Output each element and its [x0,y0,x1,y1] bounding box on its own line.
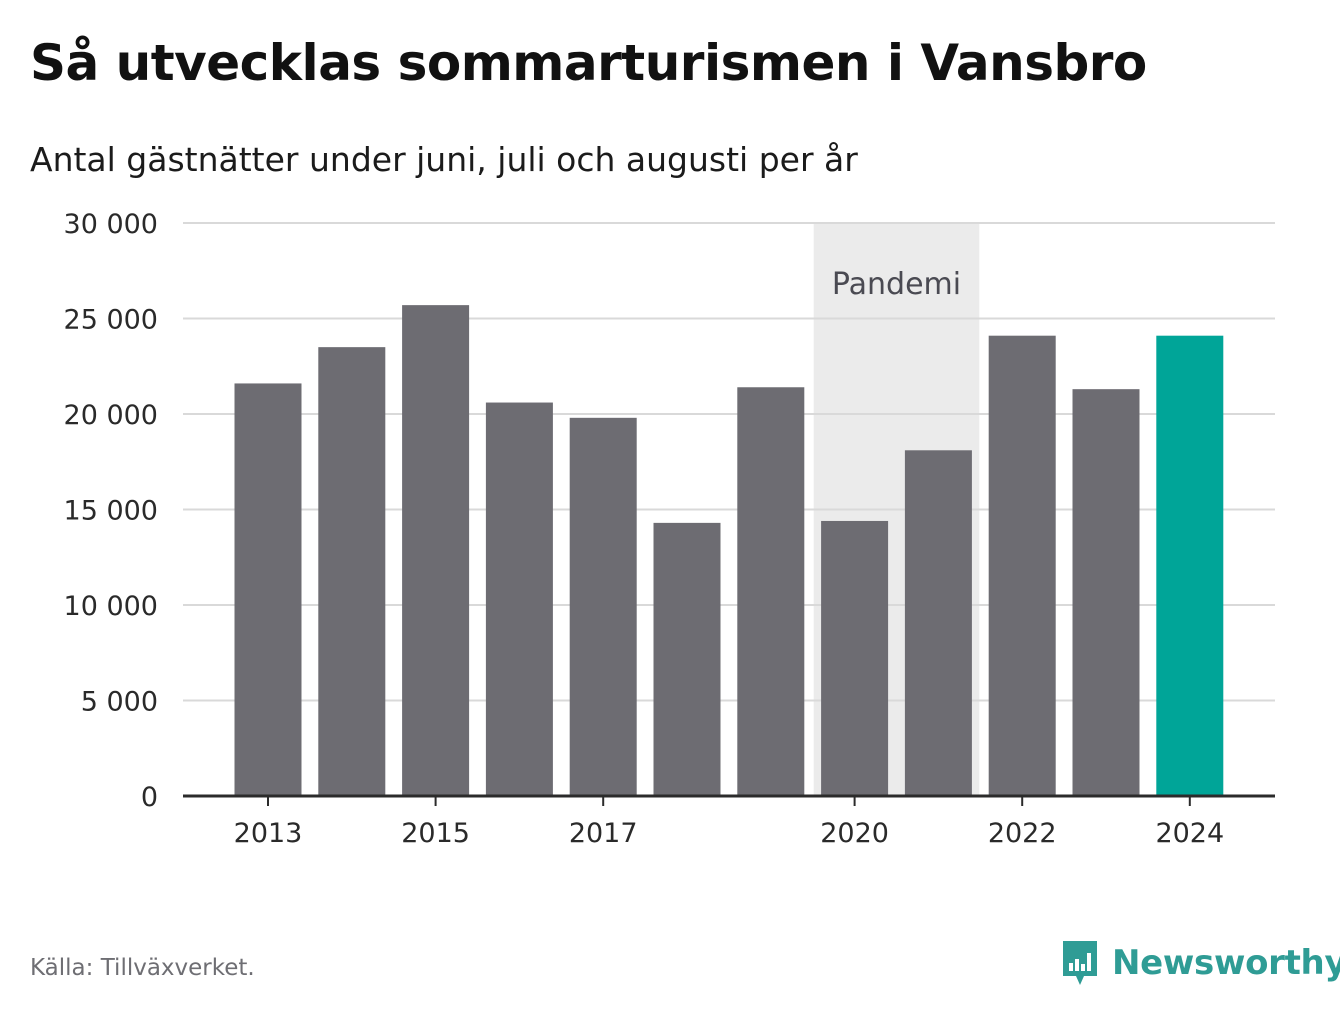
newsworthy-logo-icon [1063,941,1097,985]
y-tick-label: 30 000 [64,209,158,240]
x-tick-label: 2020 [820,818,889,849]
brand: Newsworthy [1060,938,1340,988]
x-tick-label: 2013 [234,818,303,849]
bar-2019 [737,387,805,796]
bar-2014 [318,347,386,796]
bar-2022 [988,335,1056,796]
bar-2013 [234,383,302,796]
bar-2024 [1156,335,1224,796]
bar-2016 [485,402,553,796]
bar-2018 [653,522,721,796]
x-tick-label: 2022 [988,818,1057,849]
bar-2021 [904,450,972,796]
bar-chart: 0 5 000 10 000 15 000 20 000 25 000 30 000 Pand… [64,209,1275,849]
y-tick-label: 5 000 [81,687,158,718]
x-tick-label: 2024 [1155,818,1224,849]
y-tick-label: 15 000 [64,496,158,527]
chart-subtitle: Antal gästnätter under juni, juli och au… [30,140,858,179]
bar-2015 [402,305,470,796]
y-tick-label: 25 000 [64,305,158,336]
chart-title: Så utvecklas sommarturismen i Vansbro [30,34,1147,92]
x-tick-label: 2015 [401,818,470,849]
bar-2017 [569,417,637,796]
brand-name: Newsworthy [1112,943,1340,983]
y-tick-label: 20 000 [64,400,158,431]
source-note: Källa: Tillväxverket. [30,955,255,981]
bar-2023 [1072,389,1140,796]
x-tick-label: 2017 [569,818,638,849]
annotation-label: Pandemi [832,267,961,302]
bar-2020 [821,520,889,796]
y-tick-label: 0 [141,782,158,813]
y-tick-label: 10 000 [64,591,158,622]
